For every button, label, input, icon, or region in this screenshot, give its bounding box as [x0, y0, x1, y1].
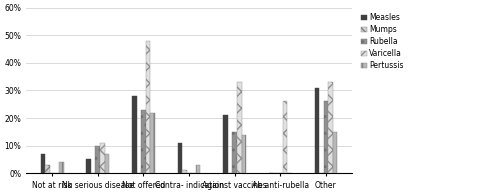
Bar — [146, 41, 150, 173]
Bar — [96, 146, 100, 173]
Bar — [182, 171, 187, 173]
Bar — [328, 82, 333, 173]
Bar — [104, 154, 109, 173]
Bar — [232, 132, 237, 173]
Legend: Measles, Mumps, Rubella, Varicella, Pertussis: Measles, Mumps, Rubella, Varicella, Pert… — [360, 11, 405, 72]
Bar — [100, 143, 104, 173]
Bar — [333, 132, 338, 173]
Bar — [224, 115, 228, 173]
Bar — [237, 82, 242, 173]
Bar — [196, 165, 200, 173]
Bar — [132, 96, 136, 173]
Bar — [150, 113, 155, 173]
Bar — [40, 154, 46, 173]
Bar — [59, 162, 64, 173]
Bar — [242, 135, 246, 173]
Bar — [86, 159, 91, 173]
Bar — [46, 165, 50, 173]
Bar — [282, 101, 287, 173]
Bar — [178, 143, 182, 173]
Bar — [314, 88, 319, 173]
Bar — [324, 101, 328, 173]
Bar — [141, 110, 146, 173]
